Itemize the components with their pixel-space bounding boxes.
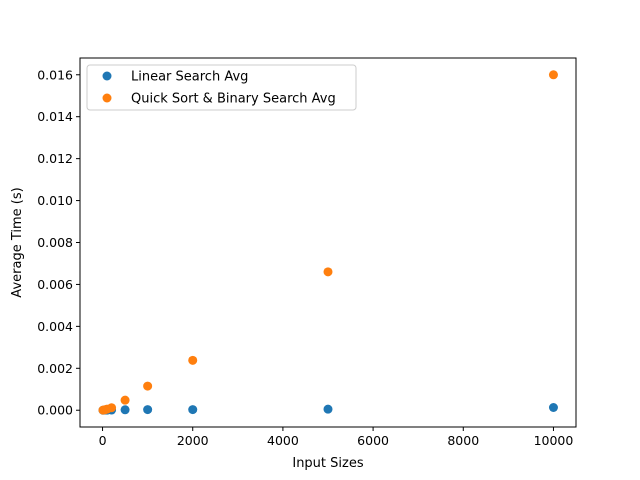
x-tick-label: 6000 bbox=[357, 433, 389, 448]
y-tick-label: 0.000 bbox=[37, 403, 73, 418]
points-layer bbox=[98, 70, 558, 415]
y-tick-label: 0.016 bbox=[37, 67, 73, 82]
y-tick-label: 0.008 bbox=[37, 235, 73, 250]
linear-search-point bbox=[548, 403, 558, 413]
y-tick-label: 0.006 bbox=[37, 277, 73, 292]
y-tick-label: 0.004 bbox=[37, 319, 73, 334]
y-axis-label: Average Time (s) bbox=[10, 187, 25, 297]
legend-box bbox=[86, 64, 357, 111]
x-tick-label: 8000 bbox=[447, 433, 479, 448]
linear-search-point bbox=[323, 404, 333, 414]
x-tick-label: 4000 bbox=[267, 433, 299, 448]
quick-sort-binary-search-point bbox=[188, 355, 198, 365]
ticks-layer: 0 2000 4000 6000 8000 10000 0.000 0.002 0.004 0.0… bbox=[37, 67, 573, 448]
quick-sort-binary-search-point bbox=[107, 403, 117, 413]
quick-sort-binary-search-point bbox=[120, 395, 130, 405]
y-tick-label: 0.010 bbox=[37, 193, 73, 208]
linear-search-point bbox=[143, 405, 153, 415]
quick-sort-binary-search-point bbox=[143, 381, 153, 391]
plot-area-frame bbox=[79, 57, 577, 428]
y-tick-label: 0.012 bbox=[37, 151, 73, 166]
legend-marker-linear-search bbox=[102, 71, 112, 81]
legend: Linear Search Avg Quick Sort & Binary Se… bbox=[86, 64, 357, 111]
x-tick-label: 0 bbox=[99, 433, 107, 448]
y-tick-label: 0.014 bbox=[37, 109, 73, 124]
linear-search-point bbox=[188, 405, 198, 415]
x-tick-label: 2000 bbox=[177, 433, 209, 448]
x-axis-label: Input Sizes bbox=[292, 456, 363, 471]
quick-sort-binary-search-point bbox=[548, 70, 558, 80]
legend-label-quick-sort-binary-search: Quick Sort & Binary Search Avg bbox=[131, 92, 336, 107]
y-tick-label: 0.002 bbox=[37, 361, 73, 376]
legend-label-linear-search: Linear Search Avg bbox=[131, 70, 248, 85]
quick-sort-binary-search-point bbox=[323, 267, 333, 277]
linear-search-point bbox=[120, 405, 130, 415]
x-tick-label: 10000 bbox=[534, 433, 574, 448]
legend-marker-quick-sort-binary-search bbox=[102, 93, 112, 103]
